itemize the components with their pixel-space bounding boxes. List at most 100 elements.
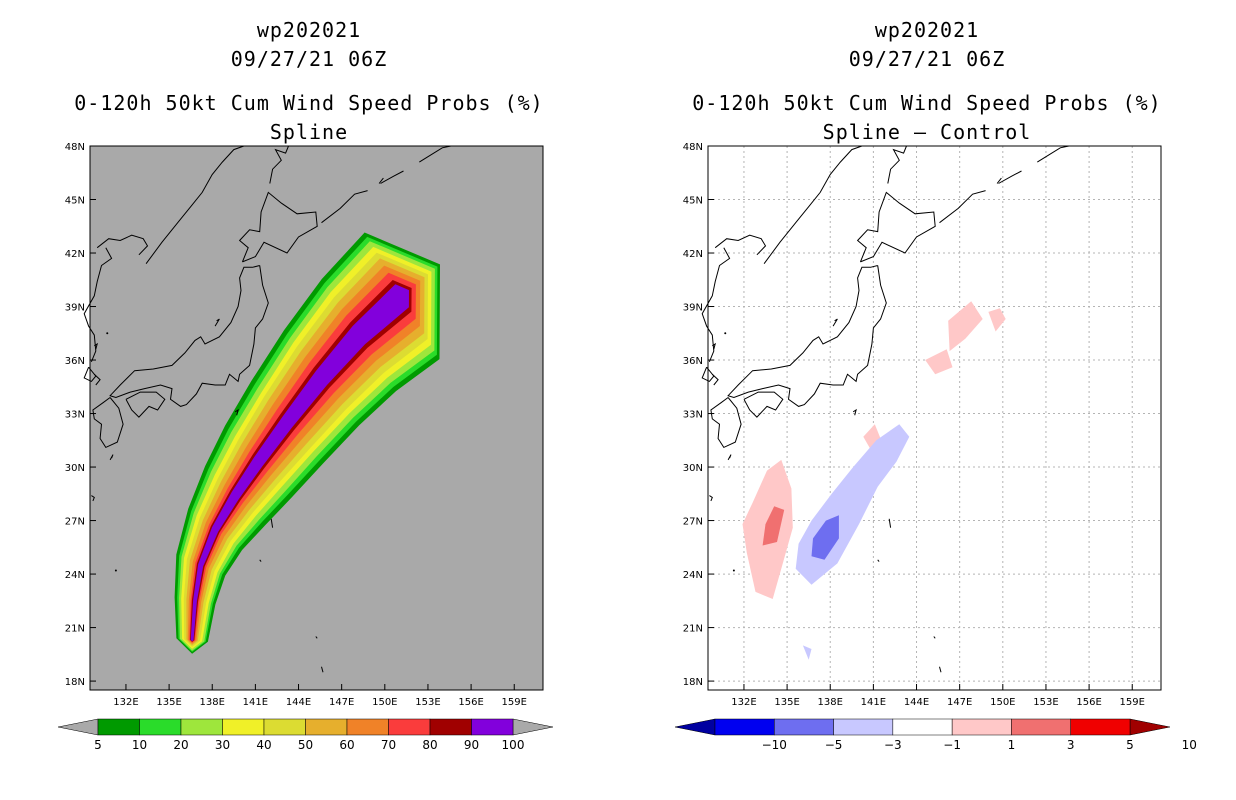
colorbar-swatch-2 — [180, 718, 223, 736]
coastline-5 — [380, 170, 404, 184]
y-tick-label-48N: 48N — [65, 142, 85, 153]
y-tick-label-45N: 45N — [683, 196, 703, 207]
colorbar-label-4: 1 — [1008, 738, 1016, 752]
colorbar-label-3: 30 — [215, 738, 230, 752]
plot-frame — [707, 145, 1162, 691]
coastline-4 — [321, 190, 368, 224]
x-tick-label-141E: 141E — [243, 697, 268, 708]
y-tick-label-24N: 24N — [683, 570, 703, 581]
x-tick-label-144E: 144E — [286, 697, 311, 708]
coastline-11 — [83, 366, 97, 383]
y-tick-label-18N: 18N — [65, 677, 85, 688]
chart-title: 0-120h 50kt Cum Wind Speed Probs (%) — [74, 91, 544, 115]
coastline-3 — [269, 145, 289, 184]
y-tick-label-42N: 42N — [683, 249, 703, 260]
coastline-6 — [1037, 145, 1070, 163]
y-tick-label-27N: 27N — [65, 517, 85, 528]
storm-id: wp202021 — [874, 18, 980, 42]
axes: 132E 135E 138E 141E 144E 147E 150E 153E 156E 159E… — [65, 142, 544, 708]
y-tick-label-21N: 21N — [683, 624, 703, 635]
colorbar-swatch-6 — [1070, 718, 1131, 736]
difference-anomalies — [742, 301, 1006, 660]
map-plot-spline: 132E 135E 138E 141E 144E 147E 150E 153E 156E 159E… — [57, 142, 554, 752]
x-tick-label-144E: 144E — [904, 697, 929, 708]
x-tick-label-135E: 135E — [774, 697, 799, 708]
y-tick-label-39N: 39N — [65, 303, 85, 314]
y-tick-label-45N: 45N — [65, 196, 85, 207]
anomaly-pos-3-east — [988, 308, 1006, 332]
x-tick-label-138E: 138E — [818, 697, 843, 708]
colorbar-label-0: −10 — [762, 738, 787, 752]
coastline-7 — [727, 265, 887, 407]
coastline-5 — [998, 170, 1022, 184]
coastline-8 — [125, 391, 166, 418]
colorbar-high-arrow — [512, 718, 554, 736]
gridlines — [708, 145, 1161, 690]
coastline-0 — [763, 145, 863, 264]
colorbar-swatch-6 — [346, 718, 389, 736]
colorbar-label-6: 60 — [339, 738, 354, 752]
islet-6 — [259, 559, 262, 562]
map-background — [708, 146, 1161, 690]
colorbar-label-1: −5 — [825, 738, 843, 752]
y-tick-label-36N: 36N — [65, 356, 85, 367]
anomaly-pos-3-mid — [925, 349, 953, 375]
colorbar-swatch-1 — [774, 718, 834, 736]
islet-4 — [709, 495, 713, 502]
colorbar-label-9: 90 — [464, 738, 479, 752]
x-tick-label-159E: 159E — [1120, 697, 1145, 708]
coastline-7 — [109, 265, 269, 407]
storm-id: wp202021 — [256, 18, 362, 42]
y-tick-label-48N: 48N — [683, 142, 703, 153]
islet-4 — [91, 495, 95, 502]
islet-11 — [996, 177, 1002, 184]
y-tick-label-30N: 30N — [683, 463, 703, 474]
x-tick-label-135E: 135E — [156, 697, 181, 708]
coastline-3 — [887, 145, 907, 184]
islet-10 — [724, 332, 727, 335]
x-tick-label-147E: 147E — [947, 697, 972, 708]
x-tick-label-153E: 153E — [415, 697, 440, 708]
coastline-8 — [743, 391, 784, 418]
swath-band-90 — [190, 284, 409, 642]
datetime: 09/27/21 06Z — [848, 47, 1006, 71]
y-tick-label-33N: 33N — [65, 410, 85, 421]
colorbar-swatch-5 — [1011, 718, 1071, 736]
y-tick-label-39N: 39N — [683, 303, 703, 314]
x-tick-label-132E: 132E — [113, 697, 138, 708]
islet-9 — [732, 569, 735, 572]
colorbar-label-3: −1 — [943, 738, 961, 752]
coastline-1 — [714, 234, 767, 256]
y-tick-label-21N: 21N — [65, 624, 85, 635]
y-tick-label-36N: 36N — [683, 356, 703, 367]
colorbar-label-8: 80 — [422, 738, 437, 752]
colorbar-difference: −10 −5 −3 −1 1 3 5 10 — [674, 718, 1197, 752]
colorbar-swatch-0 — [97, 718, 140, 736]
coastline-0 — [145, 145, 245, 264]
coastline-1 — [96, 234, 149, 256]
islet-1 — [832, 318, 838, 327]
islet-2 — [234, 408, 239, 416]
anomaly-pos-3-north — [948, 301, 983, 352]
islet-8 — [939, 666, 942, 673]
islet-6 — [877, 559, 880, 562]
swath-band-70 — [189, 272, 416, 643]
coastline-12 — [83, 247, 113, 362]
datetime: 09/27/21 06Z — [230, 47, 388, 71]
islet-7 — [315, 636, 318, 639]
plot-frame — [89, 145, 544, 691]
colorbar-swatch-9 — [471, 718, 514, 736]
colorbar-swatch-4 — [263, 718, 306, 736]
x-tick-label-156E: 156E — [458, 697, 483, 708]
islet-8 — [321, 666, 324, 673]
colorbar-swatch-1 — [139, 718, 182, 736]
colorbar-low-arrow — [674, 718, 716, 736]
coastline-11 — [701, 366, 715, 383]
islet-7 — [933, 636, 936, 639]
x-tick-label-147E: 147E — [329, 697, 354, 708]
y-tick-label-24N: 24N — [65, 570, 85, 581]
coastline-9 — [92, 397, 124, 449]
islet-3 — [727, 454, 732, 461]
colorbar-label-1: 10 — [132, 738, 147, 752]
coastline-2 — [238, 191, 318, 263]
